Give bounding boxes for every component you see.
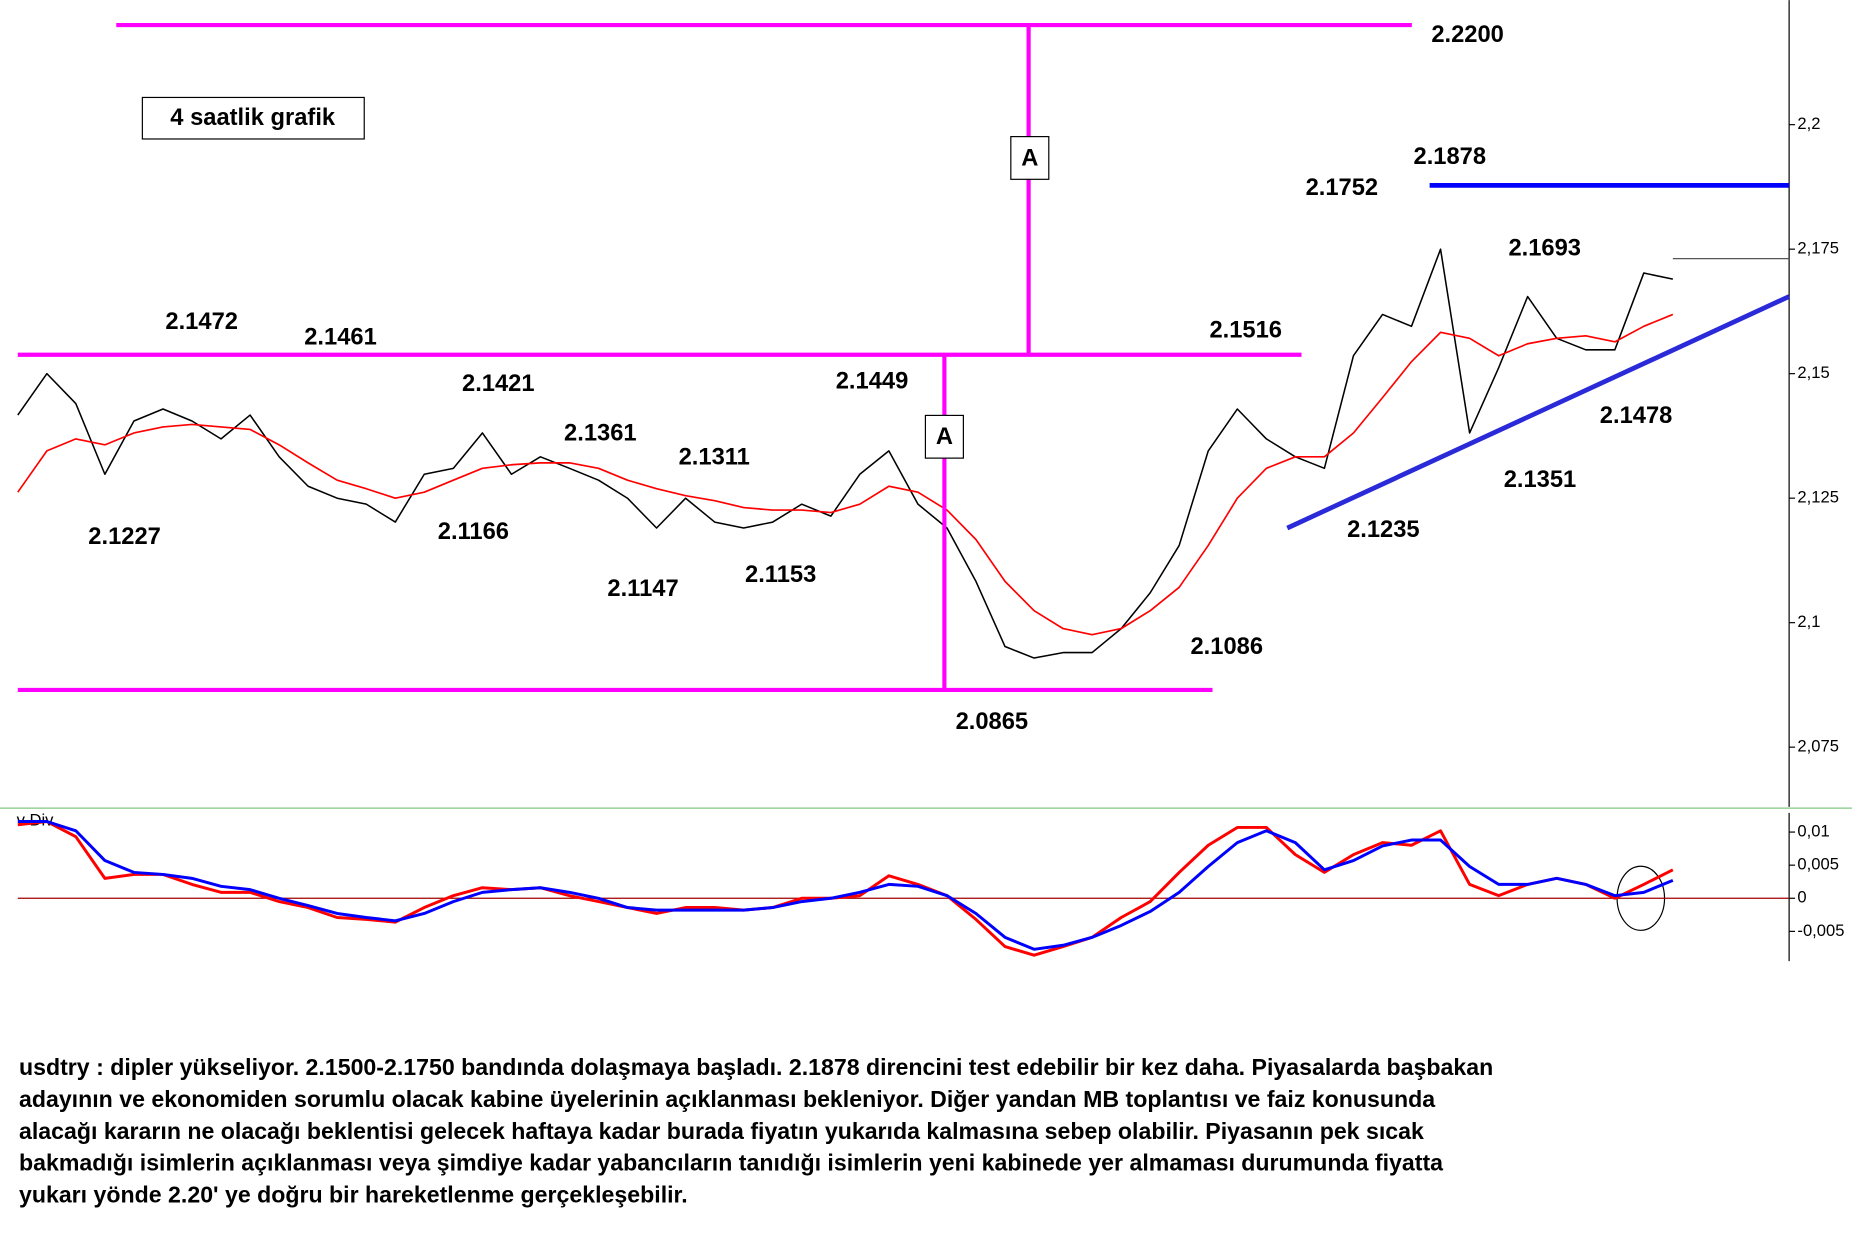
y-tick-label: 2,175 xyxy=(1797,239,1839,258)
y-tick-label: 2,075 xyxy=(1797,737,1839,756)
osc-tick-label: -0,005 xyxy=(1797,921,1844,940)
price-annotation: 2.1227 xyxy=(88,524,161,550)
range-label: A xyxy=(936,424,953,450)
osc-tick-label: 0,01 xyxy=(1797,821,1829,840)
price-annotation: 2.1478 xyxy=(1600,403,1673,429)
y-tick-label: 2,125 xyxy=(1797,488,1839,507)
chart-title: 4 saatlik grafik xyxy=(170,105,336,131)
price-annotation: 2.0865 xyxy=(956,709,1029,735)
range-label-box xyxy=(1010,136,1050,180)
range-label: A xyxy=(1021,145,1038,171)
price-annotation: 2.2200 xyxy=(1431,22,1504,48)
price-annotation: 2.1461 xyxy=(304,325,377,351)
commentary-line: yukarı yönde 2.20' ye doğru bir hareketl… xyxy=(19,1181,688,1207)
price-annotation: 2.1472 xyxy=(165,309,238,335)
price-annotation: 2.1351 xyxy=(1504,467,1577,493)
price-annotation: 2.1878 xyxy=(1414,144,1487,170)
commentary-line: adayının ve ekonomiden sorumlu olacak ka… xyxy=(19,1086,1436,1112)
y-tick-label: 2,2 xyxy=(1797,114,1820,133)
price-annotation: 2.1752 xyxy=(1306,175,1379,201)
commentary-line: usdtry : dipler yükseliyor. 2.1500-2.175… xyxy=(19,1054,1493,1080)
price-annotation: 2.1166 xyxy=(438,519,509,545)
price-annotation: 2.1361 xyxy=(564,421,637,447)
price-annotation: 2.1311 xyxy=(679,444,750,470)
price-annotation: 2.1086 xyxy=(1190,634,1263,660)
price-annotation: 2.1235 xyxy=(1347,517,1420,543)
price-annotation: 2.1516 xyxy=(1209,317,1282,343)
price-annotation: 2.1147 xyxy=(607,576,678,602)
price-line xyxy=(17,313,1674,636)
osc-tick-label: 0 xyxy=(1797,888,1806,907)
price-annotation: 2.1153 xyxy=(745,562,816,588)
y-tick-label: 2,1 xyxy=(1797,612,1820,631)
oscillator-line xyxy=(17,820,1674,951)
commentary-line: alacağı kararın ne olacağı beklentisi ge… xyxy=(19,1118,1424,1144)
price-annotation: 2.1693 xyxy=(1508,236,1581,262)
trendline xyxy=(1286,294,1791,531)
title-box xyxy=(141,96,365,140)
y-tick-label: 2,15 xyxy=(1797,363,1829,382)
commentary-line: bakmadığı isimlerin açıklanması veya şim… xyxy=(19,1150,1444,1176)
price-line xyxy=(17,248,1674,659)
osc-tick-label: 0,005 xyxy=(1797,855,1839,874)
price-annotation: 2.1421 xyxy=(462,371,535,397)
price-annotation: 2.1449 xyxy=(836,368,909,394)
range-label-box xyxy=(924,414,964,459)
